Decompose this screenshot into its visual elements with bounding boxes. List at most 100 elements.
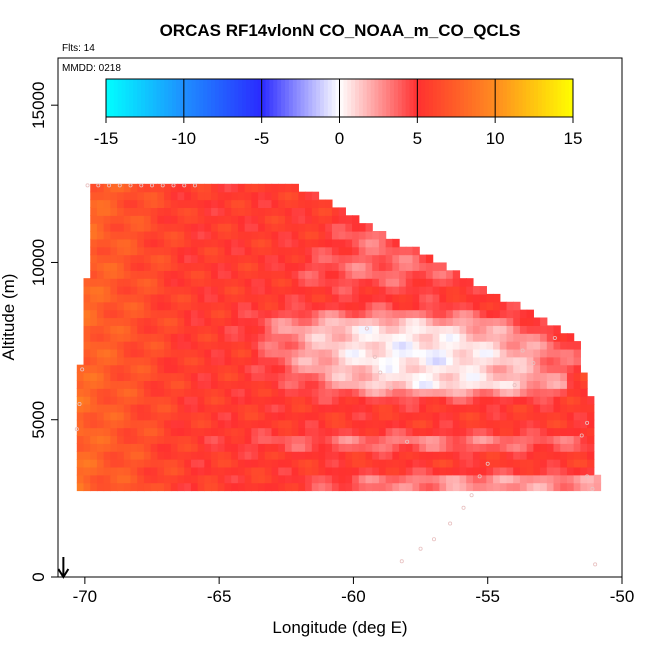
heatmap-cell bbox=[325, 459, 333, 468]
heatmap-cell bbox=[251, 459, 259, 468]
heatmap-cell bbox=[170, 317, 179, 326]
heatmap-cell bbox=[378, 459, 387, 468]
heatmap-cell bbox=[217, 482, 226, 492]
heatmap-cell bbox=[439, 411, 447, 421]
heatmap-cell bbox=[425, 404, 434, 413]
heatmap-cell bbox=[439, 443, 447, 452]
heatmap-cell bbox=[580, 411, 588, 421]
heatmap-cell bbox=[372, 451, 380, 460]
heatmap-cell bbox=[217, 474, 226, 484]
heatmap-cell bbox=[365, 482, 373, 492]
heatmap-cell bbox=[573, 419, 581, 429]
heatmap-cell bbox=[378, 231, 387, 240]
heatmap-cell bbox=[560, 380, 568, 389]
heatmap-cell bbox=[164, 348, 172, 358]
heatmap-cell bbox=[305, 325, 313, 334]
colorbar-segment bbox=[534, 79, 539, 117]
heatmap-cell bbox=[425, 459, 434, 468]
colorbar-segment bbox=[253, 79, 259, 117]
heatmap-cell bbox=[137, 427, 145, 437]
heatmap-cell bbox=[298, 474, 306, 484]
heatmap-cell bbox=[143, 466, 152, 476]
heatmap-cell bbox=[264, 317, 273, 326]
heatmap-cell bbox=[345, 333, 353, 342]
flight-track-point bbox=[590, 486, 595, 491]
heatmap-cell bbox=[150, 372, 158, 382]
heatmap-cell bbox=[331, 364, 340, 374]
heatmap-cell bbox=[325, 270, 333, 279]
heatmap-cell bbox=[560, 333, 568, 342]
heatmap-cell bbox=[392, 262, 400, 271]
heatmap-cell bbox=[157, 207, 165, 216]
heatmap-cell bbox=[123, 183, 132, 193]
heatmap-cell bbox=[358, 325, 367, 334]
heatmap-cell bbox=[244, 286, 252, 295]
heatmap-cell bbox=[177, 451, 185, 460]
heatmap-cell bbox=[150, 246, 158, 256]
heatmap-cell bbox=[298, 372, 306, 382]
heatmap-cell bbox=[560, 459, 568, 468]
heatmap-cell bbox=[425, 333, 434, 342]
heatmap-cell bbox=[580, 466, 588, 476]
heatmap-cell bbox=[466, 427, 474, 437]
heatmap-cell bbox=[412, 364, 420, 374]
heatmap-cell bbox=[197, 317, 205, 326]
heatmap-cell bbox=[123, 270, 132, 279]
heatmap-cell bbox=[298, 254, 306, 264]
heatmap-cell bbox=[103, 325, 111, 334]
heatmap-cell bbox=[231, 238, 239, 248]
heatmap-cell bbox=[96, 262, 105, 271]
heatmap-cell bbox=[251, 411, 259, 421]
heatmap-cell bbox=[372, 411, 380, 421]
heatmap-cell bbox=[157, 356, 165, 366]
heatmap-cell bbox=[271, 286, 279, 295]
heatmap-cell bbox=[117, 286, 125, 295]
heatmap-cell bbox=[358, 427, 367, 437]
heatmap-cell bbox=[291, 356, 299, 366]
heatmap-cell bbox=[110, 309, 118, 319]
heatmap-cell bbox=[392, 380, 400, 389]
heatmap-cell bbox=[425, 466, 434, 476]
heatmap-cell bbox=[237, 435, 246, 444]
colorbar-segment bbox=[425, 79, 430, 117]
heatmap-cell bbox=[90, 404, 98, 413]
heatmap-cell bbox=[150, 278, 158, 287]
heatmap-cell bbox=[197, 286, 205, 295]
heatmap-cell bbox=[184, 286, 192, 295]
heatmap-cell bbox=[365, 270, 373, 279]
heatmap-cell bbox=[217, 459, 226, 468]
heatmap-cell bbox=[244, 309, 252, 319]
heatmap-cell bbox=[164, 183, 172, 193]
heatmap-cell bbox=[439, 270, 447, 279]
heatmap-cell bbox=[150, 482, 158, 492]
heatmap-cell bbox=[331, 435, 340, 444]
heatmap-cell bbox=[271, 238, 279, 248]
heatmap-cell bbox=[573, 356, 581, 366]
heatmap-cell bbox=[378, 372, 387, 382]
heatmap-cell bbox=[117, 451, 125, 460]
heatmap-cell bbox=[466, 459, 474, 468]
colorbar-segment bbox=[323, 79, 329, 117]
heatmap-cell bbox=[264, 356, 273, 366]
heatmap-cell bbox=[96, 254, 105, 264]
heatmap-cell bbox=[204, 380, 212, 389]
heatmap-cell bbox=[573, 443, 581, 452]
heatmap-cell bbox=[331, 482, 340, 492]
heatmap-cell bbox=[291, 191, 299, 201]
heatmap-cell bbox=[204, 325, 212, 334]
heatmap-cell bbox=[425, 482, 434, 492]
heatmap-cell bbox=[130, 482, 138, 492]
heatmap-cell bbox=[170, 254, 179, 264]
heatmap-cell bbox=[258, 443, 266, 452]
heatmap-cell bbox=[90, 435, 98, 444]
heatmap-cell bbox=[325, 411, 333, 421]
heatmap-cell bbox=[157, 411, 165, 421]
heatmap-cell bbox=[190, 380, 199, 389]
heatmap-cell bbox=[352, 451, 360, 460]
heatmap-cell bbox=[479, 341, 487, 350]
heatmap-cell bbox=[446, 372, 454, 382]
heatmap-cell bbox=[580, 380, 588, 389]
colorbar-segment bbox=[506, 79, 512, 117]
heatmap-cell bbox=[143, 388, 152, 397]
heatmap-cell bbox=[553, 435, 561, 444]
